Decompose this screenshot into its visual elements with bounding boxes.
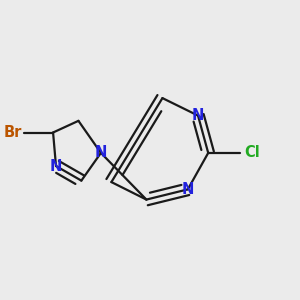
- Text: N: N: [50, 158, 62, 173]
- Text: N: N: [192, 108, 204, 123]
- Text: Br: Br: [4, 125, 22, 140]
- Text: Cl: Cl: [244, 146, 260, 160]
- Text: N: N: [182, 182, 194, 197]
- Text: N: N: [95, 146, 107, 160]
